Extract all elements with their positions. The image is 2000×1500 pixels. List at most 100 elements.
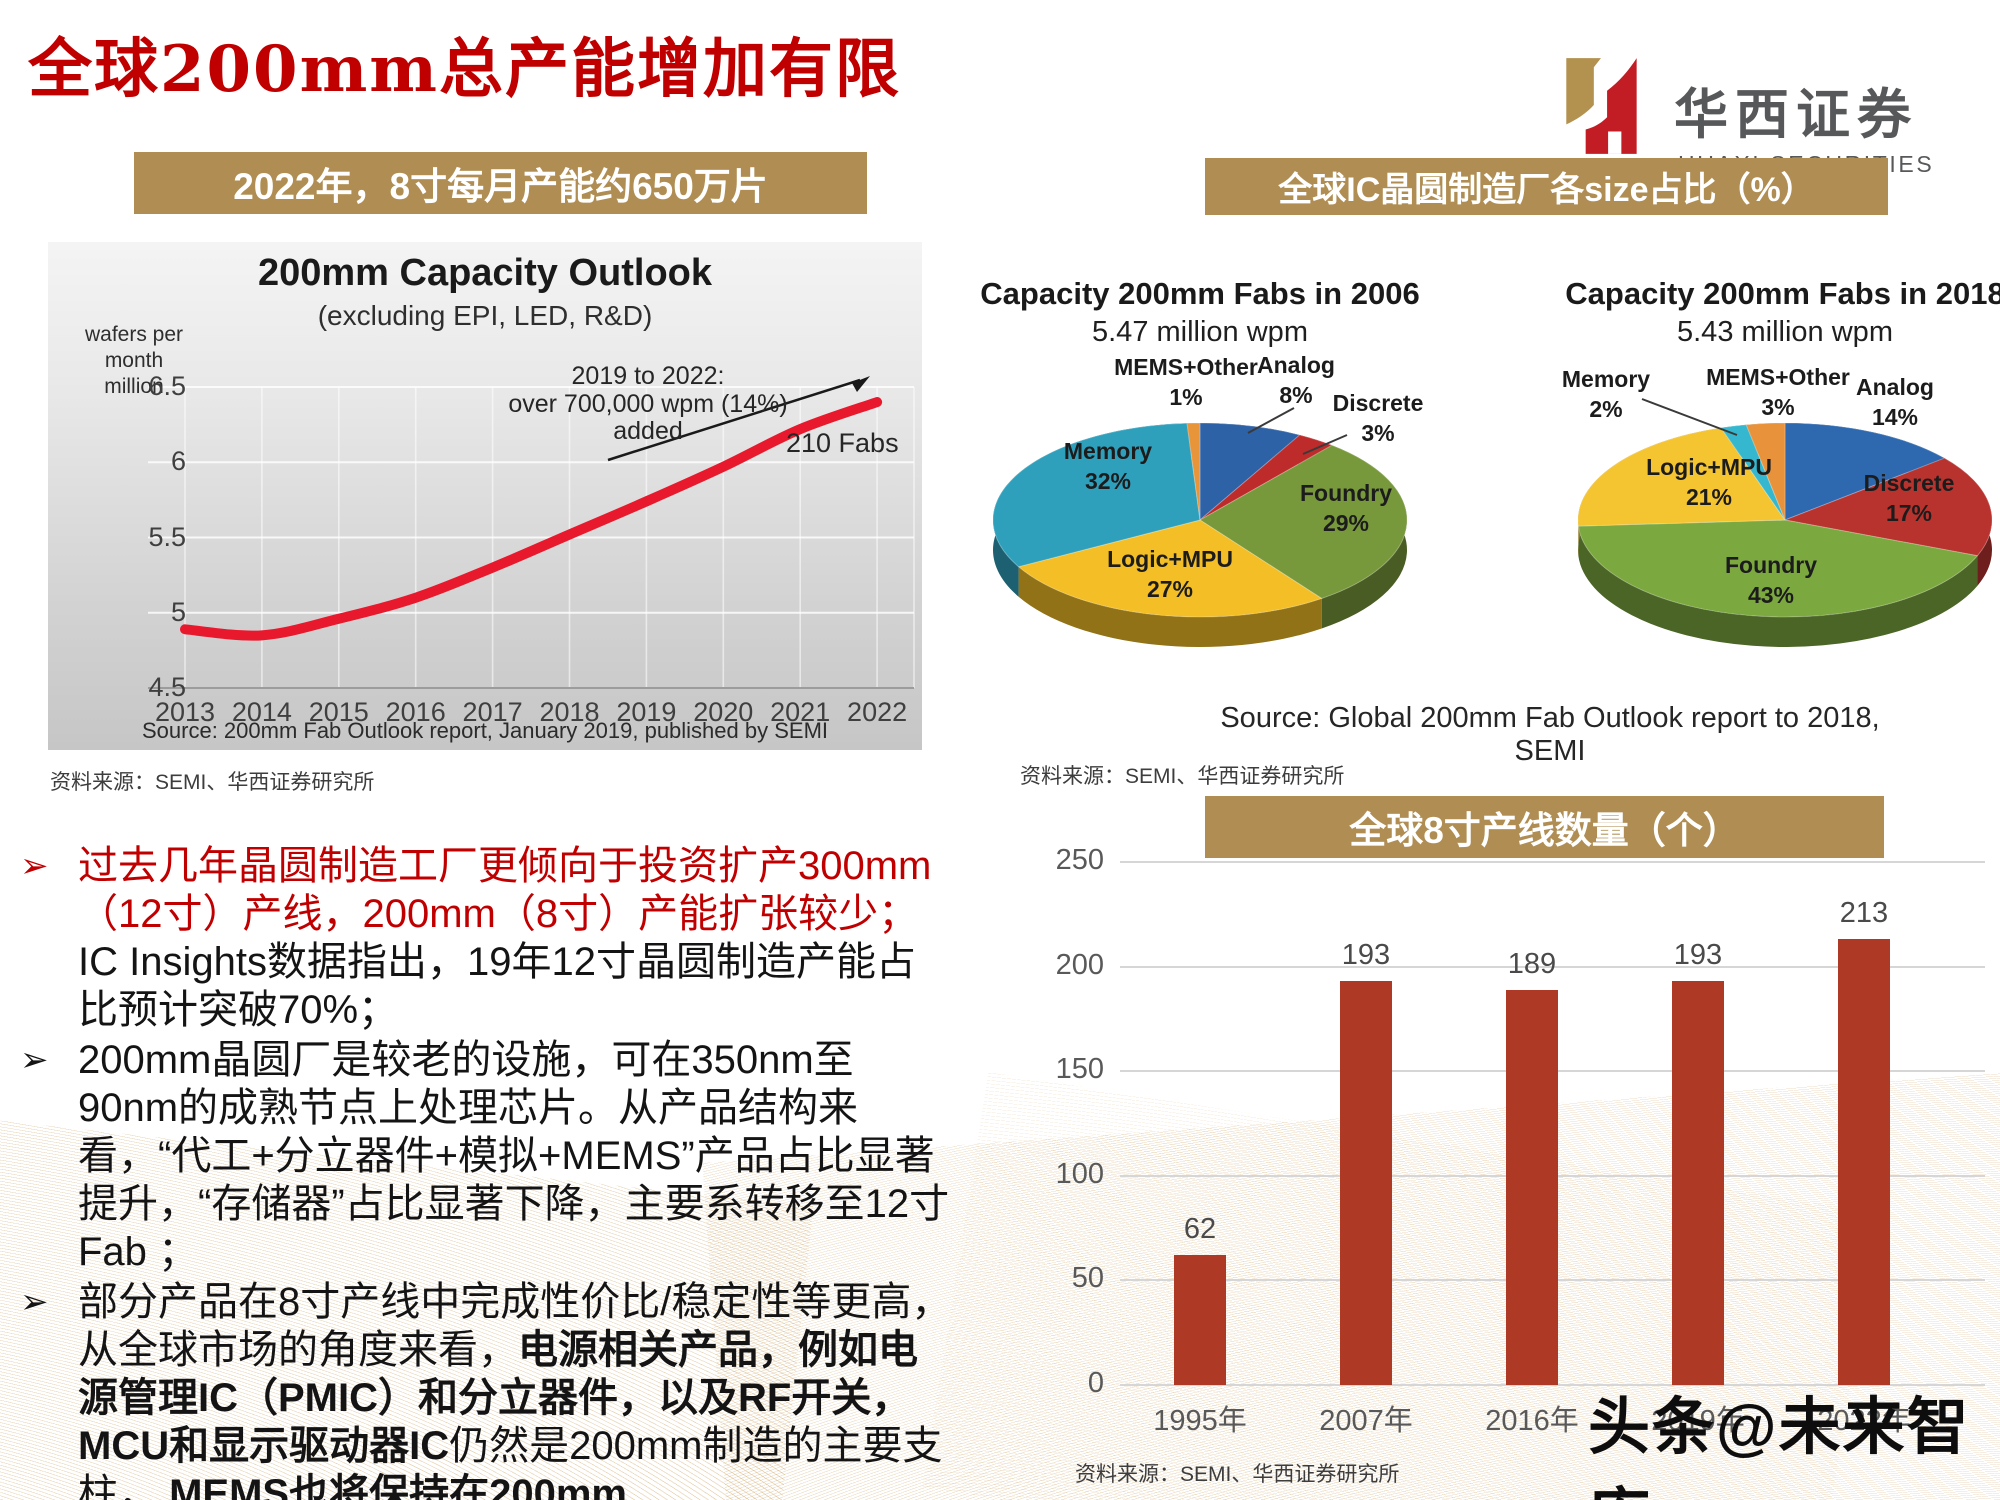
bar-chart-plot: 250 200 150 100 50 0 62 1995年 193 2007年 189 2016年 19… [1056, 844, 1985, 1437]
pie-slice-MEMS+Other [1186, 422, 1201, 521]
source-note-bar: 资料来源：SEMI、华西证券研究所 [1075, 1463, 1400, 1486]
pie1-label-analog: Analog 8% [1257, 350, 1335, 410]
pie1-logic-pct: 27% [1146, 576, 1194, 602]
pie1-discrete-name: Discrete [1332, 390, 1424, 416]
pie1-analog-name: Analog [1257, 352, 1335, 378]
pie1-foundry-name: Foundry [1300, 480, 1392, 506]
x-tick-label: 2022 [847, 697, 908, 727]
pie2-label-discrete: Discrete 17% [1864, 468, 1955, 528]
annotation-arrow-head [852, 376, 870, 392]
pie2-label-memory: Memory 2% [1562, 364, 1650, 424]
bar-y-tick-label: 100 [1055, 1157, 1104, 1190]
y-tick-label: 6 [170, 446, 186, 477]
x-tick-label: 2018 [539, 697, 600, 727]
pie1-logic-name: Logic+MPU [1107, 546, 1233, 572]
bar-y-tick-label: 0 [1087, 1367, 1104, 1399]
line-end-label: 210 Fabs [786, 428, 899, 458]
pie1-label-foundry: Foundry 29% [1300, 478, 1392, 538]
pie2-memory-name: Memory [1561, 366, 1651, 392]
annotation-line3: added [613, 417, 683, 445]
x-tick-label: 2020 [693, 697, 754, 727]
bar-value-label: 213 [1839, 897, 1889, 930]
pie1-mems-name: MEMS+Other [1114, 354, 1258, 380]
x-tick-label: 2019 [616, 697, 677, 727]
pie2-label-foundry: Foundry 43% [1725, 550, 1817, 610]
bar-2019年 [1672, 981, 1724, 1385]
leader-discrete [1302, 434, 1348, 455]
pie-slice-Analog [1199, 422, 1301, 522]
bar-x-label: 2022年 [1817, 1405, 1911, 1437]
pie-charts-source: Source: Global 200mm Fab Outlook report … [1220, 702, 1880, 767]
pie1-subtitle: 5.47 million wpm [1092, 316, 1308, 348]
capacity-line-series [180, 397, 883, 641]
bullet-text-segment: MEMS也将保持在200mm [158, 1472, 627, 1500]
bar-value-label: 189 [1507, 947, 1557, 980]
pie2-label-logic-mpu: Logic+MPU 21% [1646, 452, 1772, 512]
line-chart-source: Source: 200mm Fab Outlook report, Januar… [141, 718, 829, 743]
pie1-discrete-pct: 3% [1361, 420, 1395, 446]
pie-slice-Logic+MPU [1017, 519, 1323, 618]
bar-value-label: 193 [1673, 939, 1723, 972]
pie1-label-mems-other: MEMS+Other 1% [1114, 352, 1258, 412]
annotation-line1: 2019 to 2022: [571, 362, 725, 390]
pie-chart-2006 [992, 407, 1408, 647]
pie2-mems-name: MEMS+Other [1706, 364, 1850, 390]
x-tick-label: 2016 [385, 697, 446, 727]
line-chart-title: 200mm Capacity Outlook [257, 252, 713, 294]
pie-slice-Memory [1720, 424, 1786, 521]
watermark: 头条@未来智库 [1588, 1393, 1971, 1500]
bullet-marker-icon: ➢ [20, 1041, 49, 1079]
bullet-text-segment: 电源相关产品，例如电源管理IC（PMIC）和分立器件，以及RF开关，MCU和显示… [78, 1328, 918, 1468]
pie1-analog-pct: 8% [1279, 382, 1313, 408]
pie-slice-side-Foundry [1578, 526, 1978, 647]
x-tick-label: 2013 [154, 697, 216, 727]
line-chart-canvas [148, 376, 915, 689]
bullet-text: 部分产品在8寸产线中完成性价比/稳定性等更高，从全球市场的角度来看，电源相关产品… [78, 1278, 952, 1500]
logo-company-name: 华西证券 [1674, 85, 1918, 145]
pie-chart-2018 [1577, 398, 1993, 647]
pie-slice-Discrete [1783, 457, 1993, 557]
pie1-label-discrete: Discrete 3% [1333, 388, 1424, 448]
pie-slice-Foundry [1577, 519, 1979, 618]
x-tick-label: 2021 [770, 697, 831, 727]
bar-gridline [1120, 965, 1985, 968]
annotation-arrow-line [607, 378, 861, 462]
bullet-text: 200mm晶圆厂是较老的设施，可在350nm至90nm的成熟节点上处理芯片。从产… [78, 1036, 952, 1276]
pie2-memory-pct: 2% [1589, 396, 1623, 422]
bar-x-label: 2007年 [1319, 1405, 1413, 1437]
pie-slice-Memory [992, 422, 1201, 568]
pie-slice-Discrete [1199, 434, 1334, 521]
x-tick-label: 2014 [231, 697, 292, 727]
source-note-right: 资料来源：SEMI、华西证券研究所 [1020, 765, 1345, 788]
bar-x-label: 2016年 [1485, 1405, 1579, 1437]
pie1-label-memory: Memory 32% [1064, 436, 1152, 496]
pie2-analog-name: Analog [1856, 374, 1934, 400]
bar-y-tick-label: 50 [1071, 1262, 1104, 1295]
pie1-memory-name: Memory [1063, 438, 1153, 464]
bullet-text-segment: 仍然是200mm制造的主要支柱， [78, 1424, 943, 1500]
bar-2016年 [1506, 989, 1558, 1385]
pie2-foundry-pct: 43% [1747, 582, 1795, 608]
huaxi-logo-icon [1566, 58, 1637, 154]
bar-y-tick-label: 200 [1055, 948, 1104, 981]
bar-gridline [1120, 1384, 1985, 1386]
y-tick-label: 5 [170, 596, 186, 627]
pie2-label-analog: Analog 14% [1856, 372, 1934, 432]
pie1-memory-pct: 32% [1084, 468, 1132, 494]
bar-value-label: 193 [1341, 939, 1391, 972]
annotation-line2: over 700,000 wpm (14%) [508, 390, 788, 418]
pie2-title: Capacity 200mm Fabs in 2018 [1565, 276, 2000, 311]
x-tick-label: 2015 [308, 697, 369, 727]
pie1-title: Capacity 200mm Fabs in 2006 [980, 276, 1420, 311]
bullet-text-segment: IC Insights数据指出，19年12寸晶圆制造产能占比预计突破70%； [78, 940, 916, 1032]
y-tick-label: 6.5 [148, 371, 186, 401]
bar-y-tick-label: 250 [1055, 844, 1104, 876]
bullet-list: ➢ 过去几年晶圆制造工厂更倾向于投资扩产300mm（12寸）产线，200mm（8寸… [20, 842, 952, 1500]
bullet-marker-icon: ➢ [20, 1283, 49, 1321]
bullet-text-segment: 部分产品在8寸产线中完成性价比/稳定性等更高，从全球市场的角度来看， [78, 1280, 952, 1372]
banner-left-chart: 2022年，8寸每月产能约650万片 [134, 152, 867, 214]
pie2-logic-name: Logic+MPU [1646, 454, 1772, 480]
pie-slice-side-Logic+MPU [1018, 566, 1322, 647]
leader-memory [1641, 398, 1738, 436]
